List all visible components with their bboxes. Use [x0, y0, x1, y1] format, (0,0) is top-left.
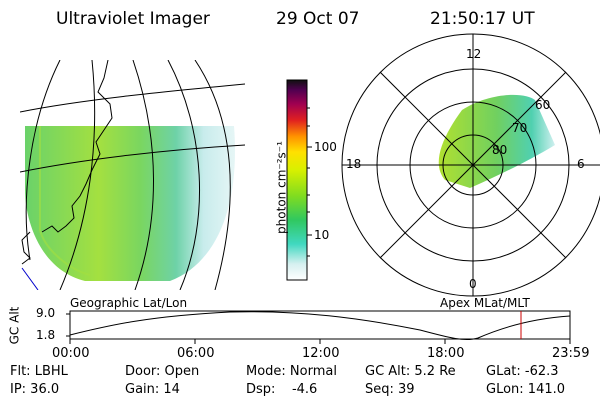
time-label: 21:50:17 UT [430, 9, 535, 29]
mlat-label-80: 80 [492, 143, 508, 157]
status-dsp: Dsp: -4.6 [246, 382, 318, 397]
geographic-panel-label: Geographic Lat/Lon [70, 296, 188, 310]
geographic-map [20, 60, 245, 290]
status-door: Door: Open [125, 364, 200, 379]
colorbar-tick-100: 100 [314, 140, 337, 154]
altitude-plot [66, 310, 571, 344]
mlat-label-60: 60 [535, 98, 551, 112]
status-seq: Seq: 39 [365, 382, 415, 397]
altitude-xtick-1800: 18:00 [427, 346, 465, 361]
colorbar-ticks [307, 107, 312, 257]
colorbar-label: photon cm⁻²s⁻¹ [274, 141, 289, 234]
status-glat: GLat: -62.3 [486, 364, 559, 379]
mlat-label-70: 70 [512, 121, 528, 135]
altitude-ytick-top: 9.0 [36, 306, 56, 320]
status-glon: GLon: 141.0 [486, 382, 566, 397]
altitude-xtick-2359: 23:59 [552, 346, 590, 361]
geo-grid [20, 60, 245, 290]
altitude-xtick-0000: 00:00 [52, 346, 90, 361]
mlt-label-6: 6 [577, 157, 585, 171]
mlt-label-18: 18 [346, 157, 362, 171]
status-flt: Flt: LBHL [10, 364, 68, 379]
polar-panel-label: Apex MLat/MLT [440, 296, 530, 310]
colorbar-tick-10: 10 [314, 228, 330, 242]
altitude-ticks [66, 313, 571, 344]
altitude-curve [69, 311, 571, 341]
mlt-label-12: 12 [466, 47, 482, 61]
coastline-blue [21, 267, 39, 290]
altitude-ylabel: GC Alt [7, 306, 22, 345]
status-gain: Gain: 14 [125, 382, 180, 397]
status-gcalt: GC Alt: 5.2 Re [365, 364, 456, 379]
aurora-emission-geo [25, 126, 236, 281]
mlt-label-0: 0 [469, 277, 477, 291]
coastline [41, 60, 113, 233]
polar-grid [341, 33, 600, 297]
status-ip: IP: 36.0 [10, 382, 60, 397]
altitude-ytick-bottom: 1.8 [36, 328, 56, 342]
altitude-xtick-1200: 12:00 [302, 346, 340, 361]
colorbar [286, 79, 308, 281]
altitude-xtick-0600: 06:00 [177, 346, 215, 361]
polar-plot [341, 33, 600, 297]
date-label: 29 Oct 07 [276, 9, 360, 29]
instrument-title: Ultraviolet Imager [56, 9, 210, 29]
status-mode: Mode: Normal [246, 364, 337, 379]
